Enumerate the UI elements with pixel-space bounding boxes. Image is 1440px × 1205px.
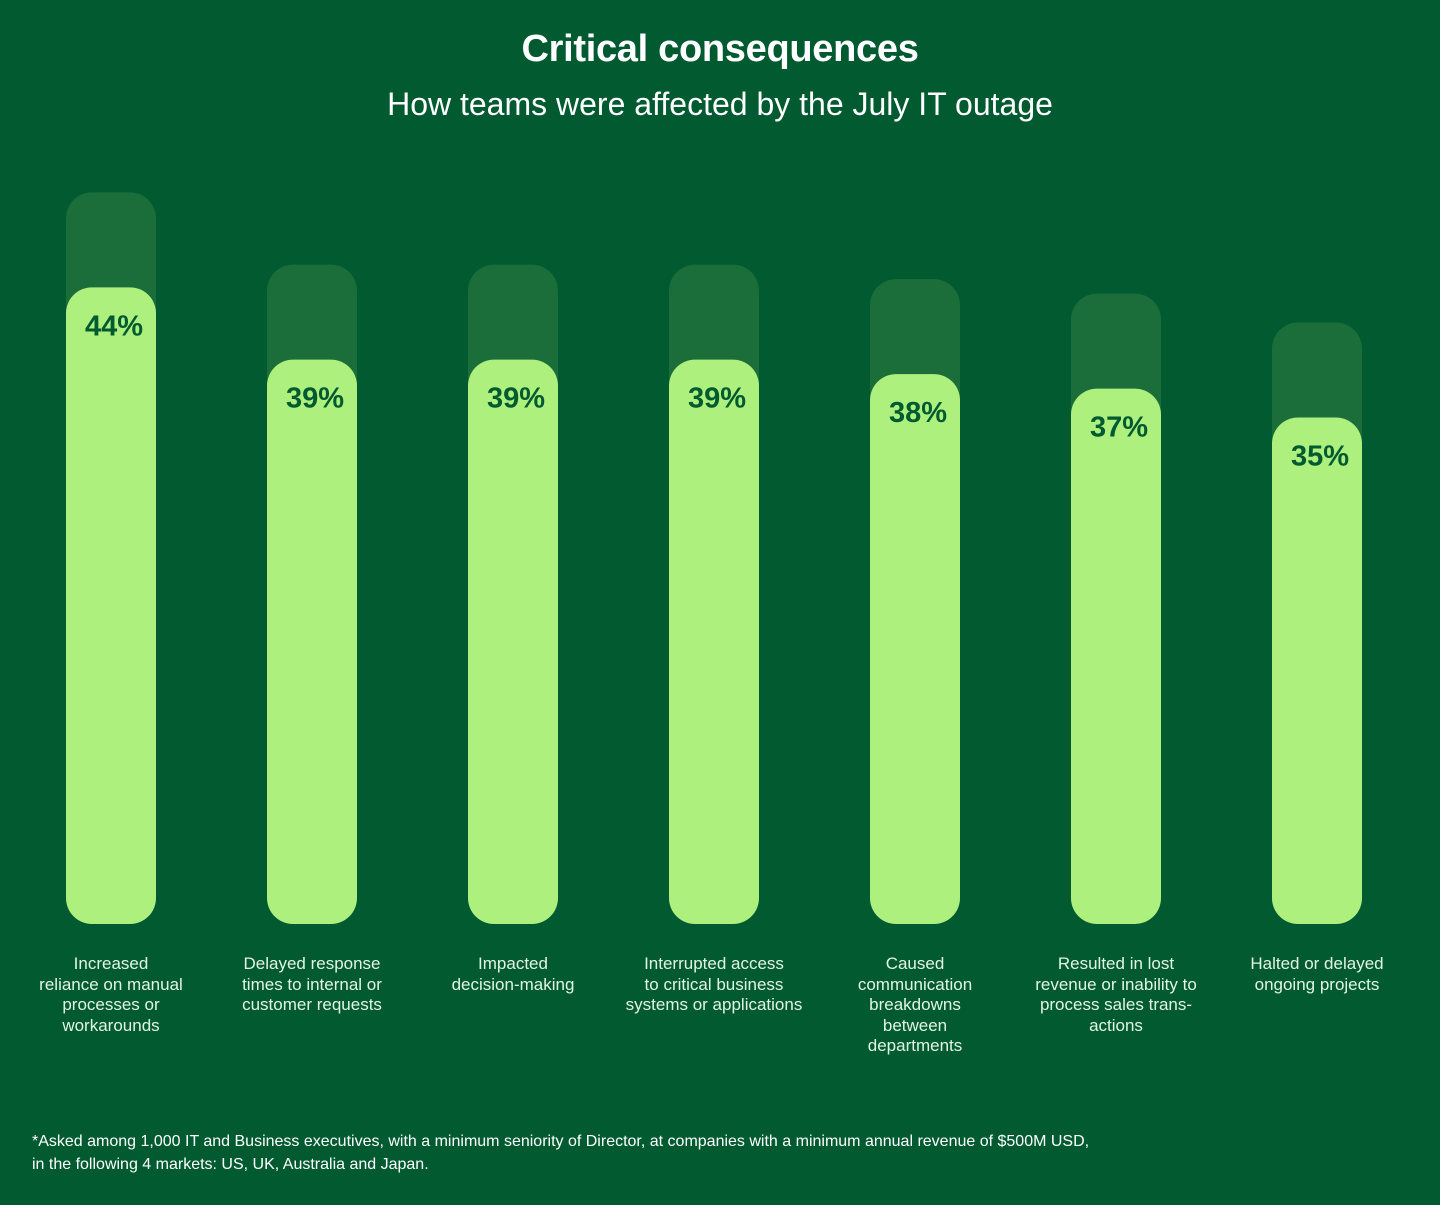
bar <box>66 287 156 924</box>
category-label-line: Delayed response <box>243 954 381 973</box>
chart-title: Critical consequences <box>521 28 919 70</box>
category-label-line: Caused <box>885 954 945 973</box>
category-label: Delayed response times to internal or cust… <box>212 954 412 1016</box>
category-label-line: systems or applications <box>625 995 803 1014</box>
data-label: 35% <box>1291 441 1349 473</box>
bar <box>1272 417 1362 924</box>
category-label-line: breakdowns <box>869 995 961 1014</box>
category-label: Impacted decision-making <box>413 954 613 995</box>
bar <box>468 359 558 924</box>
category-label-line: Interrupted access <box>644 954 784 973</box>
category-label-line: between <box>882 1015 948 1035</box>
category-label-line: workarounds <box>62 1015 160 1035</box>
data-label: 44% <box>85 310 143 342</box>
data-label: 39% <box>487 383 545 415</box>
category-label-line: reliance on manual <box>39 974 183 994</box>
bar <box>669 359 759 924</box>
data-label: 39% <box>688 383 746 415</box>
category-label-line: Resulted in lost <box>1057 954 1175 973</box>
footnote-line-1: *Asked among 1,000 IT and Business execu… <box>32 1133 1090 1150</box>
category-label: Increased reliance on manual processes or w… <box>11 954 211 1036</box>
bar <box>1071 388 1161 924</box>
data-label: 39% <box>286 383 344 415</box>
footnote: *Asked among 1,000 IT and Business execu… <box>32 1130 1332 1176</box>
category-label-line: departments <box>867 1036 963 1055</box>
category-label-line: Impacted <box>478 954 548 973</box>
category-label: Halted or delayed ongoing projects <box>1217 954 1417 995</box>
footnote-line-2: in the following 4 markets: US, UK, Aust… <box>32 1156 429 1173</box>
category-label-line: decision-making <box>451 974 575 994</box>
category-label-line: to critical business <box>644 974 784 994</box>
bar <box>267 359 357 924</box>
bar <box>870 374 960 924</box>
category-label-line: actions <box>1089 1015 1143 1035</box>
category-label-line: processes or <box>62 995 160 1014</box>
category-label-line: communication <box>857 974 973 994</box>
category-label-line: Halted or delayed <box>1250 954 1384 973</box>
category-label-line: times to internal or <box>242 974 382 994</box>
category-label: Resulted in lost revenue or inability to p… <box>1016 954 1216 1036</box>
category-label-line: revenue or inability to <box>1035 974 1197 994</box>
category-label: Caused communication breakdowns between depa… <box>815 954 1015 1057</box>
category-label-line: customer requests <box>242 995 382 1014</box>
chart-subtitle: How teams were affected by the July IT o… <box>387 86 1053 122</box>
category-label-line: Increased <box>73 954 149 973</box>
category-label: Interrupted access to critical business sy… <box>614 954 814 1016</box>
category-label-line: ongoing projects <box>1254 974 1380 994</box>
data-label: 38% <box>889 397 947 429</box>
data-label: 37% <box>1090 412 1148 444</box>
category-label-line: process sales trans- <box>1039 995 1193 1014</box>
